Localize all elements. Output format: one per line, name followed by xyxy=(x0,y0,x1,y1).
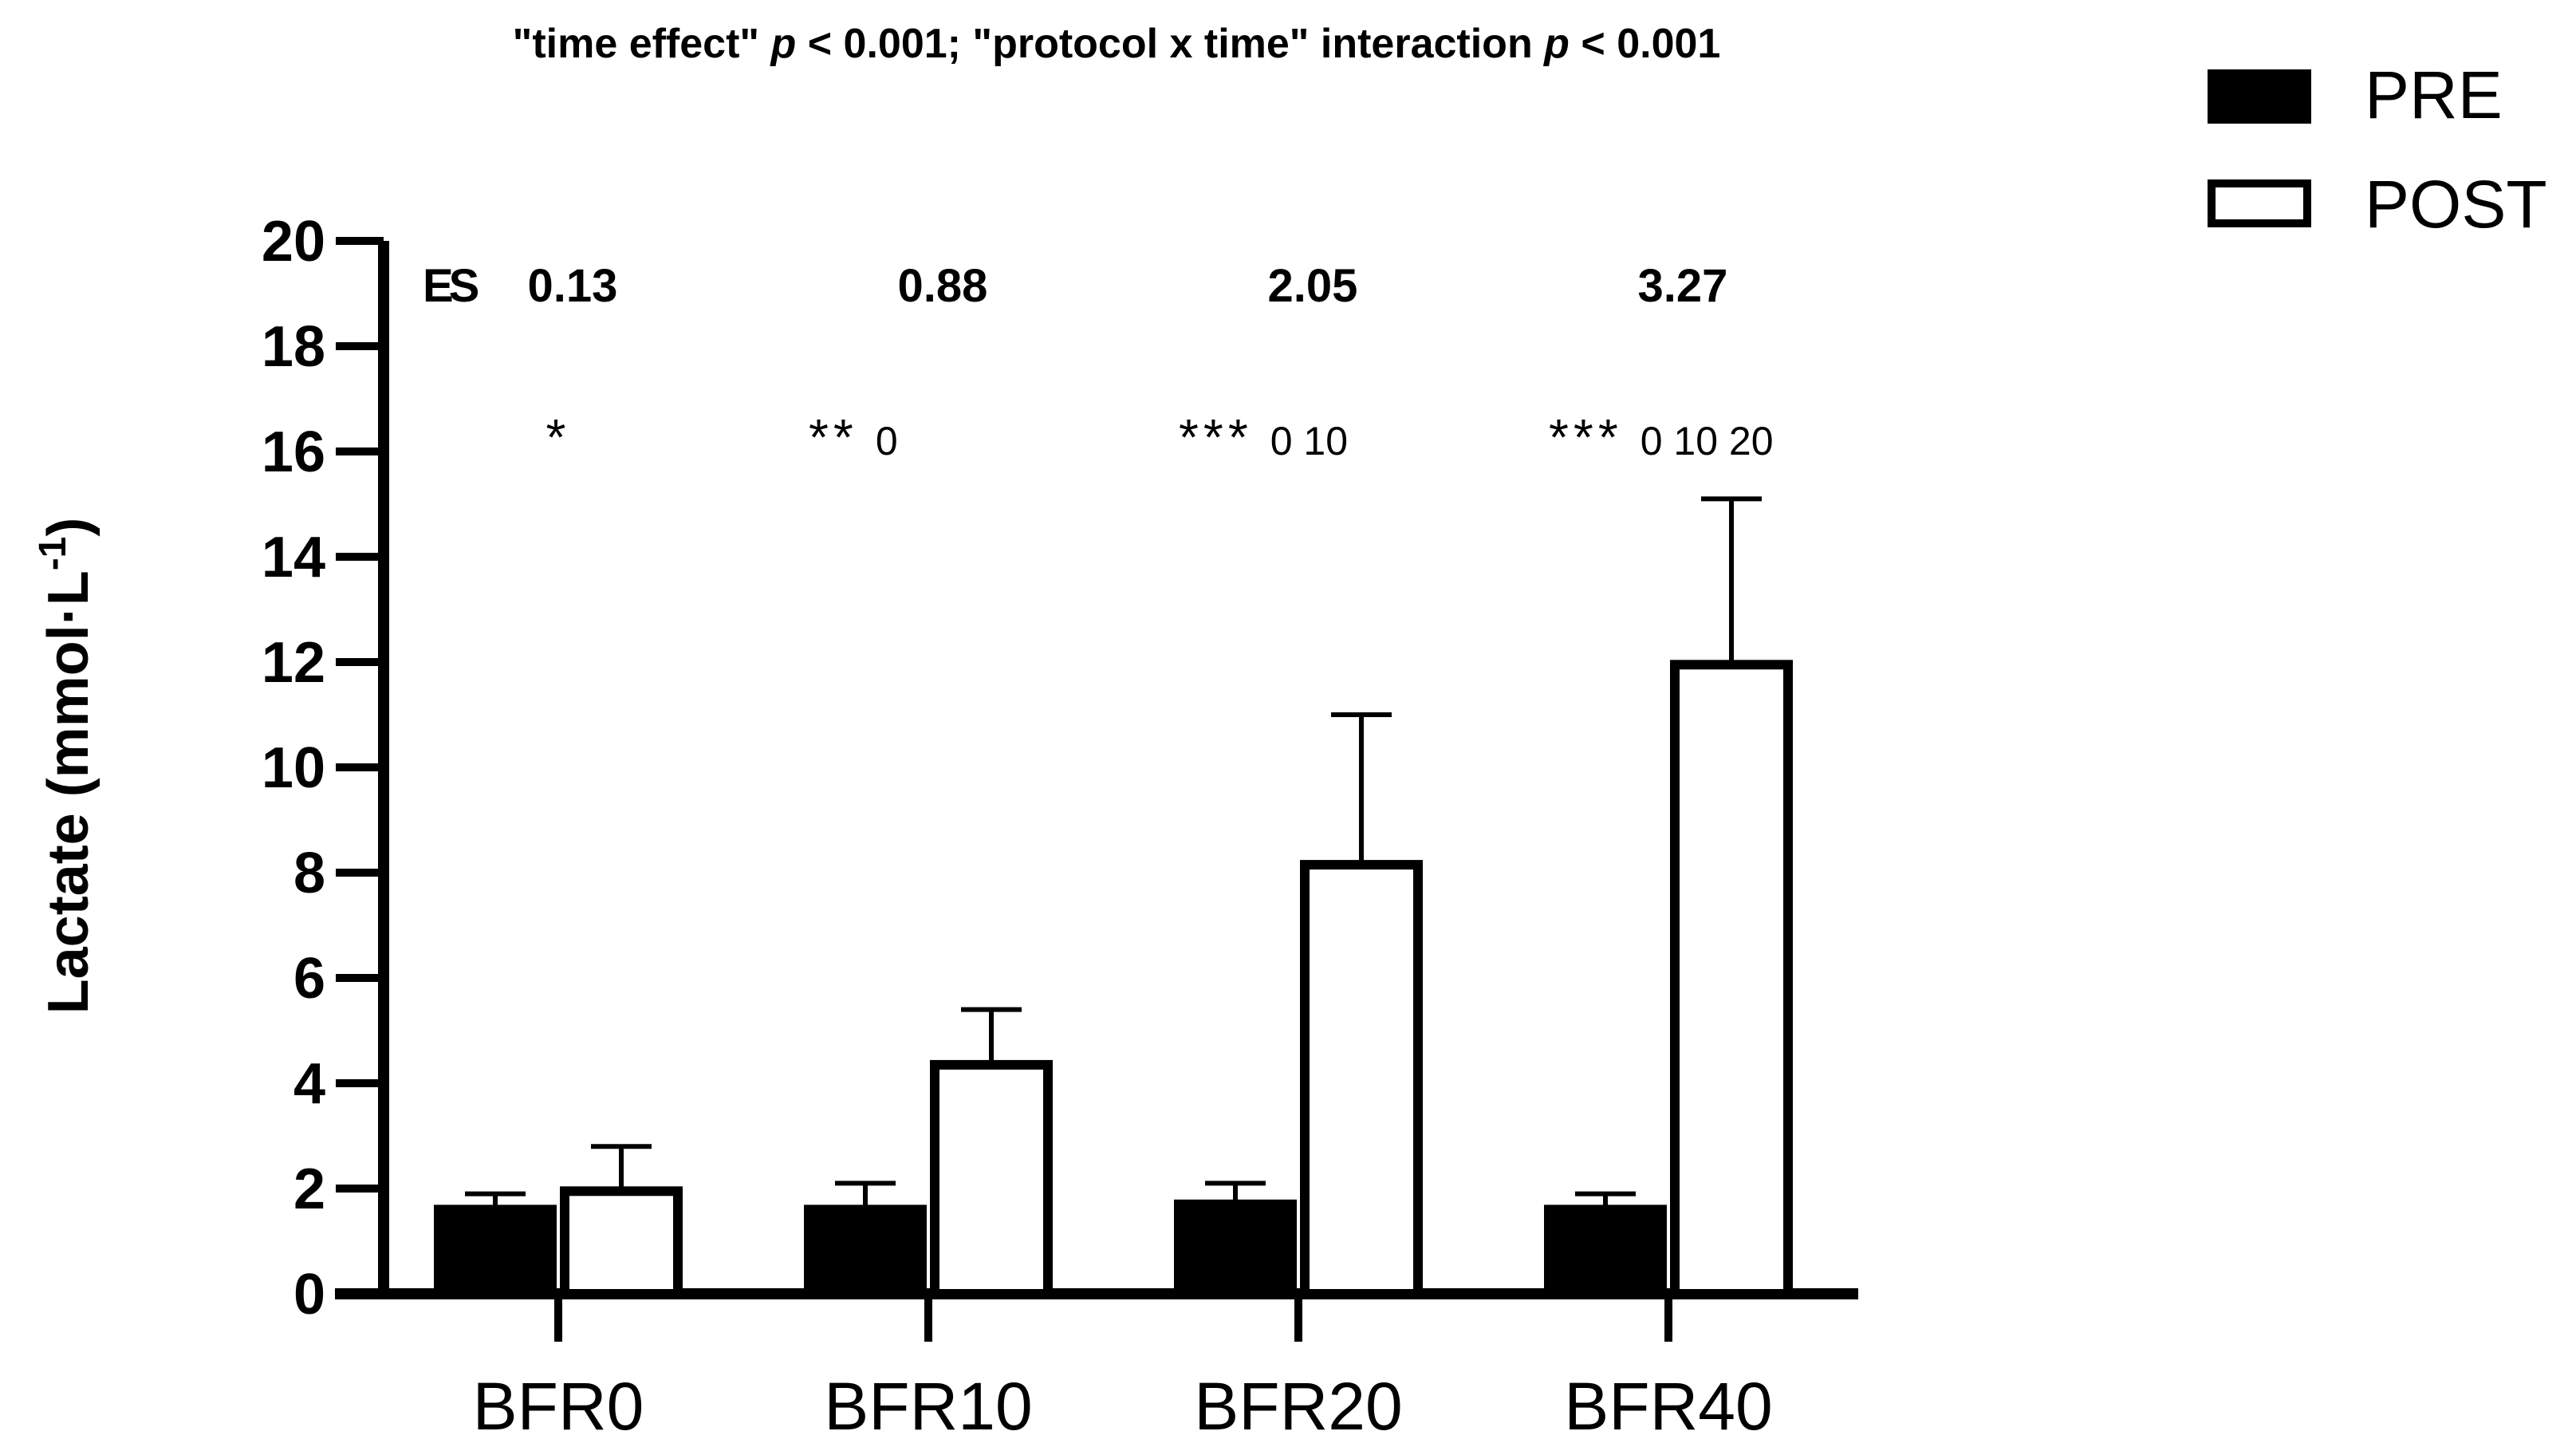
x-tick-label: BFR20 xyxy=(1194,1369,1402,1439)
y-tick-label: 4 xyxy=(293,1052,325,1116)
bar-pre xyxy=(434,1204,557,1299)
bar-pre xyxy=(804,1204,927,1299)
bar-post xyxy=(930,1059,1053,1299)
significance-stars: ** xyxy=(809,408,858,466)
significance-marker: *** 0 10 xyxy=(1179,408,1348,466)
effect-size-value: 3.27 xyxy=(1638,260,1728,312)
title-part: p xyxy=(770,21,797,67)
bar-post xyxy=(1300,860,1423,1299)
y-tick-label: 2 xyxy=(293,1157,325,1221)
title-part: p xyxy=(1542,21,1570,67)
y-tick-label: 12 xyxy=(262,631,325,695)
significance-stars: *** xyxy=(1179,408,1253,466)
significance-stars: * xyxy=(546,408,571,466)
x-tick-label: BFR0 xyxy=(473,1369,644,1439)
significance-refs: 0 10 20 xyxy=(1641,419,1774,463)
significance-marker: ** 0 xyxy=(809,408,898,466)
y-tick-label: 18 xyxy=(262,315,325,379)
y-label-close: ) xyxy=(37,518,100,537)
x-ticks: BFR0 BFR10 BFR20 BFR40 xyxy=(473,1294,1773,1439)
significance-refs: 0 10 xyxy=(1270,419,1348,463)
significance-refs: 0 xyxy=(876,419,898,463)
y-label-sup: -1 xyxy=(32,537,74,571)
y-tick-label: 10 xyxy=(262,736,325,800)
title-part: < 0.001; "protocol x time" interaction xyxy=(796,21,1544,67)
bars xyxy=(434,496,1793,1299)
effect-size-label: ES xyxy=(423,260,479,312)
title-part: "time effect" xyxy=(513,21,771,67)
y-tick-label: 20 xyxy=(262,210,325,274)
significance-marker: * xyxy=(546,408,571,466)
significance-stars: *** xyxy=(1549,408,1623,466)
effect-size-value: 0.13 xyxy=(528,260,618,312)
bar-pre xyxy=(1174,1199,1297,1299)
bar-pre xyxy=(1544,1204,1667,1299)
annotations: 0.13 * 0.88 ** 0 2.05 *** 0 10 3.27 *** 0 10 20 ES xyxy=(423,260,1774,466)
y-label-main: Lactate (mmol·L xyxy=(37,570,100,1014)
title-part: < 0.001 xyxy=(1570,21,1720,67)
legend-label-pre: PRE xyxy=(2365,57,2503,132)
x-tick-label: BFR10 xyxy=(824,1369,1032,1439)
y-ticks: 0 2 4 6 8 10 12 14 16 18 20 xyxy=(262,210,384,1327)
legend-swatch-post xyxy=(2208,179,2311,227)
bar-post xyxy=(560,1186,683,1299)
y-tick-label: 14 xyxy=(262,526,325,589)
effect-size-value: 0.88 xyxy=(898,260,988,312)
significance-marker: *** 0 10 20 xyxy=(1549,408,1774,466)
y-tick-label: 0 xyxy=(293,1263,325,1327)
legend: PRE POST xyxy=(2208,57,2547,242)
y-tick-label: 6 xyxy=(293,947,325,1011)
y-tick-label: 16 xyxy=(262,420,325,484)
y-axis-label: Lactate (mmol·L-1) xyxy=(32,518,100,1015)
legend-label-post: POST xyxy=(2365,167,2547,242)
y-tick-label: 8 xyxy=(293,842,325,905)
legend-swatch-pre xyxy=(2208,69,2311,124)
effect-size-value: 2.05 xyxy=(1268,260,1358,312)
bar-post xyxy=(1670,660,1793,1299)
chart-title: "time effect" p < 0.001; "protocol x tim… xyxy=(513,21,1721,67)
x-tick-label: BFR40 xyxy=(1564,1369,1772,1439)
